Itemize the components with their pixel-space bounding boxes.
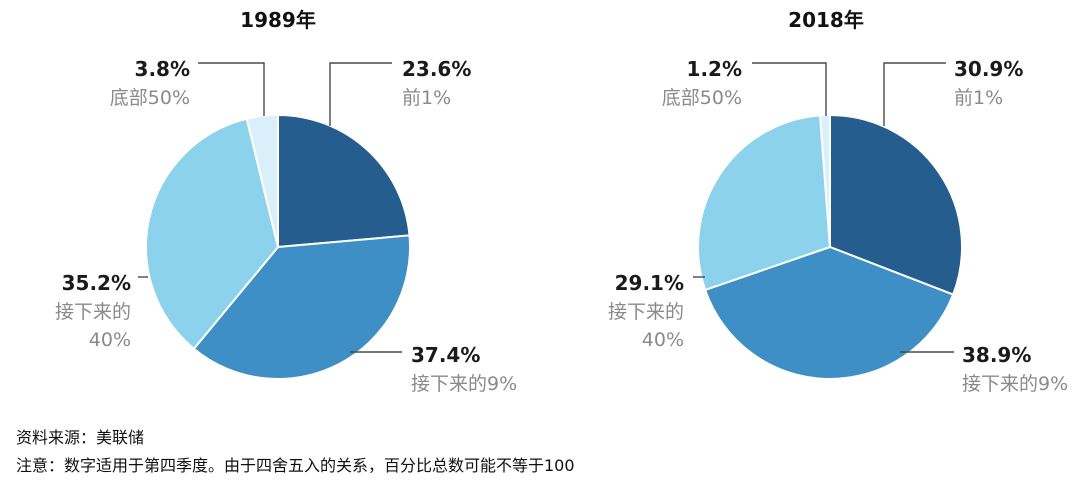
slice-group-label: 底部50%: [110, 87, 190, 109]
leader-line: [198, 62, 265, 116]
slice-group-label: 接下来的: [608, 301, 684, 323]
slice-value-label: 35.2%: [62, 271, 131, 295]
pie-chart-1: 1989年 23.6% 前1% 37.4% 接下来的9% 35.2% 接下来的 40% 3.8%…: [55, 8, 517, 395]
rounding-note: 注意：数字适用于第四季度。由于四舍五入的关系，百分比总数可能不等于100: [16, 456, 575, 475]
source-note: 资料来源：美联储: [16, 428, 145, 447]
leader-line: [752, 62, 827, 116]
pie-slice: [277, 113, 411, 249]
pie-slice: [818, 113, 831, 248]
slice-group-label: 接下来的9%: [411, 373, 517, 395]
leader-line: [329, 62, 392, 126]
slice-group-label: 40%: [642, 329, 684, 351]
slice-group-label: 前1%: [954, 87, 1003, 109]
slice-value-label: 30.9%: [954, 57, 1023, 81]
slice-value-label: 1.2%: [687, 57, 742, 81]
pie-slice: [245, 113, 279, 248]
pie-slice: [145, 117, 280, 351]
slice-group-label: 40%: [89, 329, 131, 351]
pie-slice: [192, 234, 411, 380]
leader-line: [883, 62, 946, 126]
chart-title: 2018年: [788, 8, 864, 32]
slice-group-label: 接下来的9%: [962, 373, 1068, 395]
pie-slice: [697, 114, 832, 292]
slice-value-label: 38.9%: [962, 343, 1031, 367]
pie-chart-2: 2018年 30.9% 前1% 38.9% 接下来的9% 29.1% 接下来的 40% 1.2%…: [608, 8, 1068, 395]
slice-value-label: 37.4%: [411, 343, 480, 367]
slice-group-label: 底部50%: [662, 87, 742, 109]
slice-group-label: 接下来的: [55, 301, 131, 323]
slice-value-label: 29.1%: [615, 271, 684, 295]
pie-slice: [829, 113, 963, 296]
slice-value-label: 23.6%: [402, 57, 471, 81]
chart-title: 1989年: [240, 8, 316, 32]
pie-slice: [703, 245, 955, 380]
slice-group-label: 前1%: [402, 87, 451, 109]
slice-value-label: 3.8%: [135, 57, 190, 81]
